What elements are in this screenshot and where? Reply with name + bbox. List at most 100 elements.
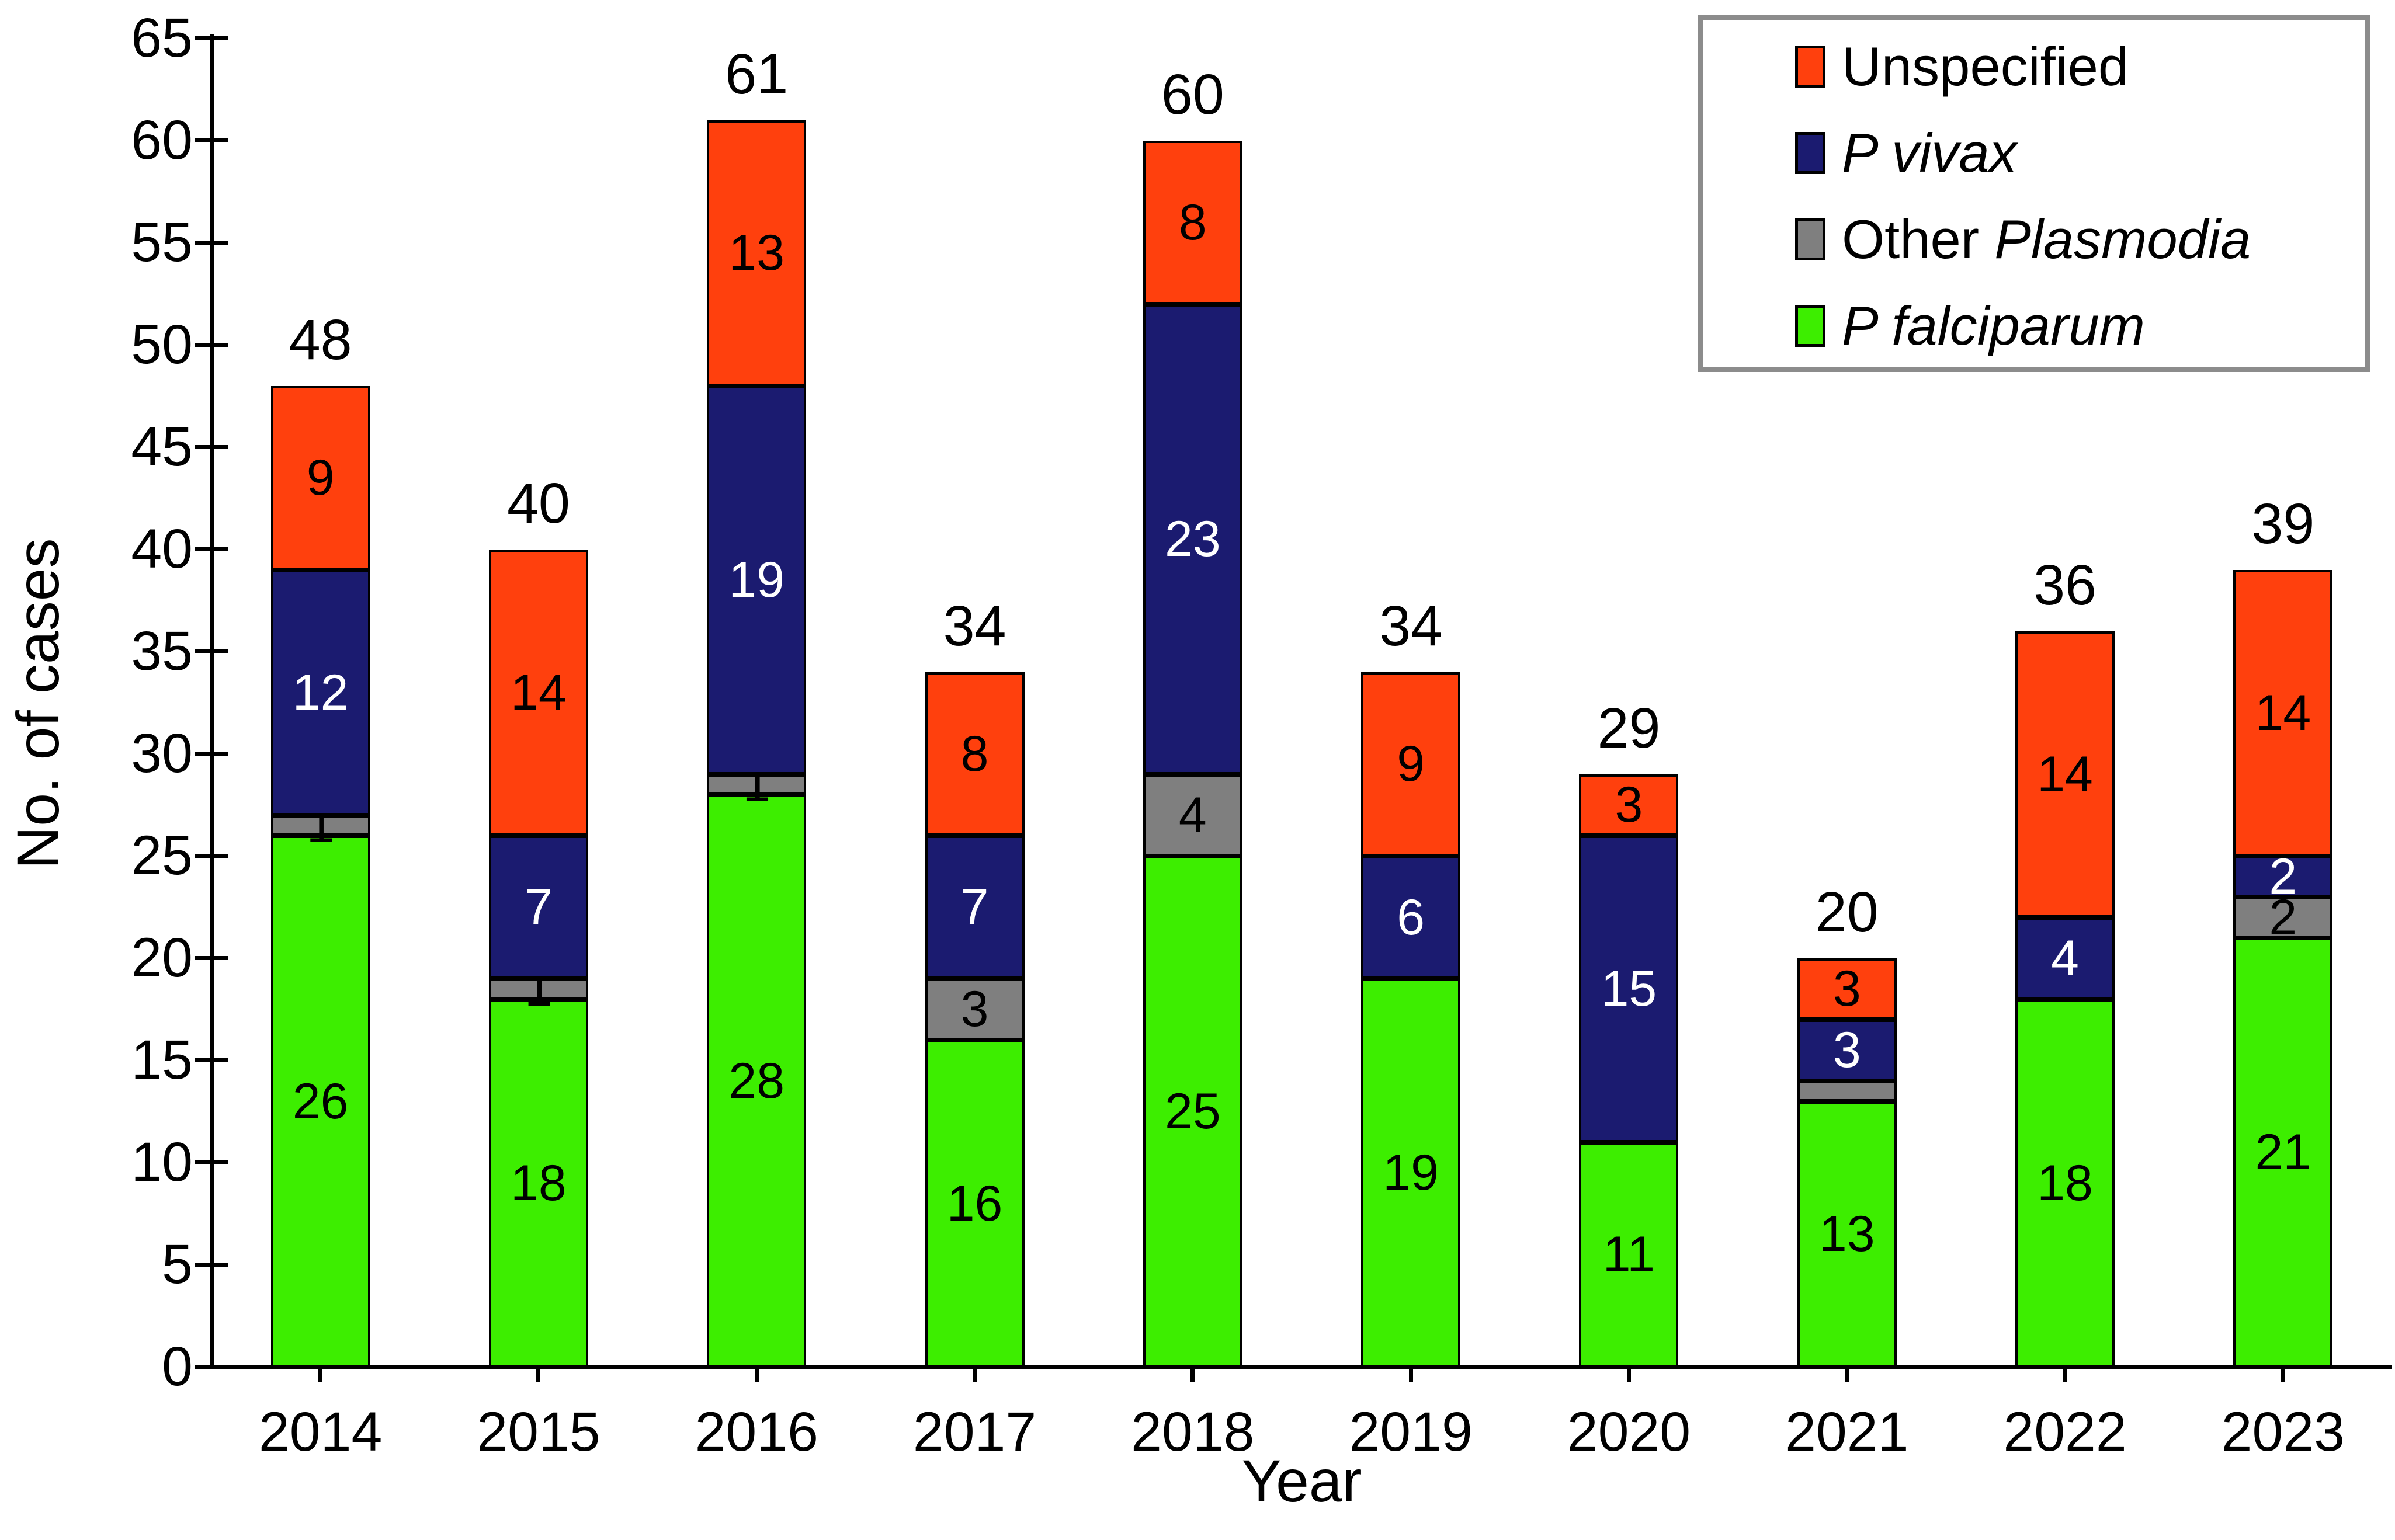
bar-2018-unspecified bbox=[1143, 140, 1242, 304]
bar-2014-vivax bbox=[270, 569, 370, 815]
y-tick bbox=[195, 1365, 228, 1369]
x-tick bbox=[2281, 1369, 2285, 1382]
bar-2023-unspecified bbox=[2233, 569, 2333, 856]
y-tick-label: 55 bbox=[131, 211, 193, 273]
y-tick bbox=[195, 1263, 228, 1267]
bar-2020-unspecified bbox=[1579, 774, 1679, 836]
y-tick bbox=[195, 1160, 228, 1164]
y-tick-label: 35 bbox=[131, 620, 193, 682]
bar-2017-falciparum bbox=[925, 1040, 1025, 1367]
x-tick-label: 2020 bbox=[1567, 1401, 1691, 1463]
bar-2023-vivax bbox=[2233, 856, 2333, 897]
x-tick-label: 2014 bbox=[258, 1401, 383, 1463]
y-tick-label: 15 bbox=[131, 1029, 193, 1091]
bar-2017-other-plasmodia bbox=[925, 978, 1025, 1040]
x-tick bbox=[1408, 1369, 1413, 1382]
bar-2016-unspecified bbox=[707, 120, 807, 386]
bar-2016-falciparum bbox=[707, 794, 807, 1367]
bar-2018-other-plasmodia bbox=[1143, 774, 1242, 856]
bar-2014-total-label: 48 bbox=[289, 307, 352, 371]
bar-2019-falciparum bbox=[1361, 978, 1461, 1367]
bar-2022-falciparum bbox=[2015, 999, 2115, 1367]
y-tick bbox=[195, 956, 228, 960]
y-tick bbox=[195, 547, 228, 551]
bar-2020-vivax bbox=[1579, 835, 1679, 1142]
bar-2014-other-plasmodia bbox=[270, 815, 370, 836]
y-tick bbox=[195, 445, 228, 449]
bar-2014-unspecified bbox=[270, 385, 370, 570]
legend-item-other-plasmodia: Other Plasmodia bbox=[1795, 208, 2251, 270]
bar-2021-vivax bbox=[1797, 1019, 1897, 1081]
x-tick-label: 2016 bbox=[695, 1401, 818, 1463]
bar-2022-vivax bbox=[2015, 917, 2115, 999]
y-tick-label: 5 bbox=[162, 1233, 193, 1295]
bar-2021-total-label: 20 bbox=[1815, 879, 1879, 944]
y-tick-label: 20 bbox=[131, 927, 193, 989]
legend-label-other-plasmodia: Other Plasmodia bbox=[1842, 208, 2251, 270]
x-tick-label: 2019 bbox=[1349, 1401, 1473, 1463]
y-tick-label: 60 bbox=[131, 109, 193, 171]
bar-2017-total-label: 34 bbox=[943, 593, 1006, 658]
legend-label-falciparum: P falciparum bbox=[1842, 295, 2145, 356]
x-tick bbox=[973, 1369, 977, 1382]
x-tick bbox=[1845, 1369, 1849, 1382]
bar-2018-falciparum bbox=[1143, 856, 1242, 1367]
legend-label-unspecified: Unspecified bbox=[1842, 36, 2129, 97]
bar-2023-total-label: 39 bbox=[2251, 491, 2315, 555]
bar-2023-other-plasmodia bbox=[2233, 896, 2333, 938]
bar-2019-total-label: 34 bbox=[1379, 593, 1443, 658]
bar-2016-other-plasmodia bbox=[707, 774, 807, 795]
y-tick bbox=[195, 1058, 228, 1062]
x-tick bbox=[536, 1369, 541, 1382]
y-tick bbox=[195, 649, 228, 653]
y-tick-label: 30 bbox=[131, 722, 193, 784]
bar-2016-total-label: 61 bbox=[725, 41, 789, 106]
bar-2016-vivax bbox=[707, 385, 807, 774]
bar-2017-unspecified bbox=[925, 672, 1025, 836]
x-tick-label: 2018 bbox=[1131, 1401, 1255, 1463]
y-tick-label: 50 bbox=[131, 314, 193, 376]
legend: Unspecified P vivax Other Plasmodia P falci… bbox=[1698, 15, 2370, 372]
y-tick bbox=[195, 343, 228, 347]
bar-2018-vivax bbox=[1143, 304, 1242, 774]
bar-2023-falciparum bbox=[2233, 937, 2333, 1367]
x-axis-title: Year bbox=[1241, 1448, 1362, 1514]
x-tick-label: 2022 bbox=[2003, 1401, 2127, 1463]
legend-swatch-falciparum bbox=[1795, 305, 1825, 347]
y-tick bbox=[195, 241, 228, 245]
y-tick bbox=[195, 138, 228, 142]
y-tick bbox=[195, 752, 228, 756]
legend-item-falciparum: P falciparum bbox=[1795, 295, 2145, 356]
y-tick-label: 40 bbox=[131, 518, 193, 580]
bar-2019-unspecified bbox=[1361, 672, 1461, 856]
x-tick bbox=[1190, 1369, 1195, 1382]
x-tick bbox=[1626, 1369, 1631, 1382]
y-tick-label: 45 bbox=[131, 416, 193, 478]
legend-swatch-other-plasmodia bbox=[1795, 218, 1825, 260]
legend-swatch-unspecified bbox=[1795, 46, 1825, 88]
x-axis-line bbox=[209, 1365, 2392, 1369]
y-axis-line bbox=[209, 34, 214, 1369]
bar-2021-unspecified bbox=[1797, 958, 1897, 1020]
x-tick bbox=[318, 1369, 323, 1382]
y-tick bbox=[195, 36, 228, 40]
bar-2014-falciparum bbox=[270, 835, 370, 1367]
x-tick-label: 2015 bbox=[477, 1401, 601, 1463]
bar-2021-falciparum bbox=[1797, 1101, 1897, 1367]
bar-2015-unspecified bbox=[488, 549, 588, 836]
y-tick-label: 10 bbox=[131, 1131, 193, 1193]
bar-2015-falciparum bbox=[488, 999, 588, 1367]
legend-swatch-vivax bbox=[1795, 132, 1825, 174]
bar-2022-unspecified bbox=[2015, 631, 2115, 917]
y-tick-label: 25 bbox=[131, 825, 193, 887]
legend-item-unspecified: Unspecified bbox=[1795, 36, 2129, 97]
bar-2019-vivax bbox=[1361, 856, 1461, 979]
x-tick-label: 2017 bbox=[912, 1401, 1037, 1463]
bar-2015-total-label: 40 bbox=[506, 471, 570, 535]
bar-2017-vivax bbox=[925, 835, 1025, 979]
x-tick bbox=[754, 1369, 759, 1382]
bar-2015-other-plasmodia bbox=[488, 978, 588, 999]
x-tick-label: 2023 bbox=[2221, 1401, 2345, 1463]
legend-item-vivax: P vivax bbox=[1795, 122, 2017, 183]
